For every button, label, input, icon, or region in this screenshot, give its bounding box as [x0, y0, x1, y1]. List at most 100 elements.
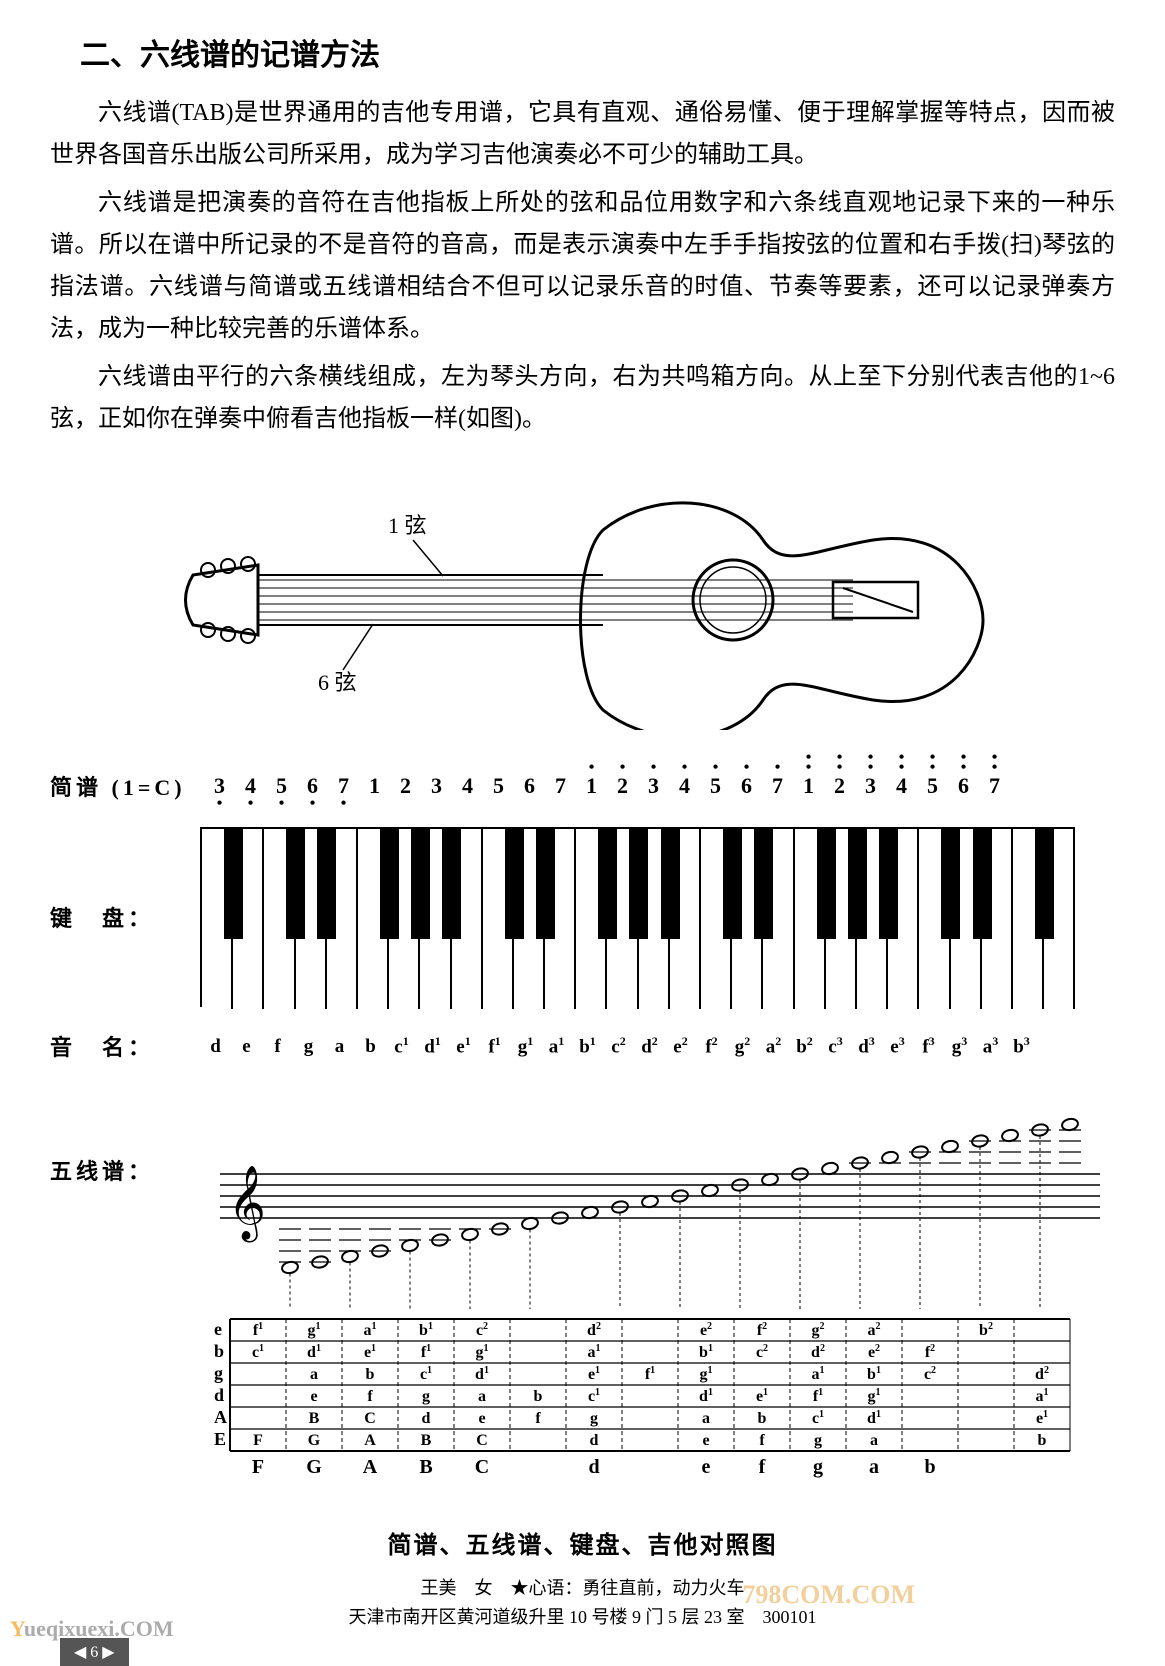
svg-text:g1: g1: [476, 1343, 489, 1361]
svg-text:d1: d1: [475, 1365, 489, 1383]
svg-text:f2: f2: [757, 1321, 767, 1339]
svg-text:b1: b1: [867, 1365, 881, 1383]
svg-text:e1: e1: [1036, 1409, 1048, 1427]
svg-text:e: e: [214, 1319, 222, 1339]
svg-text:c1: c1: [420, 1365, 432, 1383]
svg-text:A: A: [363, 1456, 378, 1478]
svg-text:g1: g1: [308, 1321, 321, 1339]
svg-text:f1: f1: [421, 1343, 431, 1361]
svg-text:c1: c1: [252, 1343, 264, 1361]
svg-text:g: g: [214, 1363, 223, 1383]
svg-text:b2: b2: [979, 1321, 993, 1339]
watermark-left: Yueqixuexi.COM: [10, 1616, 174, 1642]
svg-text:a: a: [869, 1456, 879, 1478]
keyboard-label: 键 盘：: [50, 901, 200, 933]
svg-text:f: f: [535, 1410, 541, 1427]
svg-text:G: G: [306, 1456, 322, 1478]
footer-line-1: 王美 女 ★心语：勇往直前，动力火车: [50, 1574, 1115, 1603]
svg-text:c2: c2: [924, 1365, 936, 1383]
section-heading: 二、六线谱的记谱方法: [80, 30, 1115, 74]
footer-credits: 王美 女 ★心语：勇往直前，动力火车 天津市南开区黄河道级升里 10 号楼 9 …: [50, 1574, 1115, 1632]
svg-text:a1: a1: [364, 1321, 377, 1339]
svg-text:B: B: [419, 1456, 432, 1478]
staff-notation: 𝄞: [200, 1094, 1100, 1319]
svg-text:a: a: [310, 1366, 318, 1383]
svg-text:e1: e1: [756, 1387, 768, 1405]
svg-text:e: e: [310, 1388, 317, 1405]
svg-text:c2: c2: [476, 1321, 488, 1339]
svg-text:d: d: [422, 1410, 431, 1427]
svg-text:E: E: [214, 1429, 226, 1449]
paragraph-2: 六线谱是把演奏的音符在吉他指板上所处的弦和品位用数字和六条线直观地记录下来的一种…: [50, 182, 1115, 350]
svg-text:f1: f1: [645, 1365, 655, 1383]
svg-text:c1: c1: [588, 1387, 600, 1405]
svg-text:e2: e2: [868, 1343, 880, 1361]
svg-text:a: a: [478, 1388, 486, 1405]
comparison-chart: 简谱 (1=C) 34567123456712345671234567 键 盘：…: [50, 770, 1115, 1499]
svg-text:b: b: [534, 1388, 543, 1405]
guitar-diagram: 1 弦 6 弦: [50, 470, 1115, 730]
svg-text:c1: c1: [812, 1409, 824, 1427]
chart-caption: 简谱、五线谱、键盘、吉他对照图: [50, 1525, 1115, 1560]
svg-text:e: e: [702, 1432, 709, 1449]
staff-label: 五线谱：: [50, 1094, 200, 1186]
svg-text:𝄞: 𝄞: [228, 1167, 266, 1243]
footer-line-2: 天津市南开区黄河道级升里 10 号楼 9 门 5 层 23 室 300101: [50, 1603, 1115, 1632]
svg-text:d2: d2: [811, 1343, 825, 1361]
svg-text:g2: g2: [812, 1321, 825, 1339]
watermark-right: 798COM.COM: [742, 1580, 915, 1610]
svg-text:b: b: [366, 1366, 375, 1383]
jianpu-label: 简谱 (1=C): [50, 770, 200, 802]
svg-text:a: a: [870, 1432, 878, 1449]
string-1-label: 1 弦: [388, 513, 427, 538]
svg-text:e2: e2: [700, 1321, 712, 1339]
svg-text:a1: a1: [812, 1365, 825, 1383]
svg-text:g: g: [813, 1456, 823, 1478]
svg-text:e: e: [702, 1456, 711, 1478]
svg-text:d1: d1: [699, 1387, 713, 1405]
svg-text:f1: f1: [253, 1321, 263, 1339]
svg-text:f: f: [759, 1432, 765, 1449]
svg-text:g: g: [814, 1432, 822, 1449]
svg-text:d1: d1: [867, 1409, 881, 1427]
svg-text:C: C: [475, 1456, 489, 1478]
svg-text:A: A: [214, 1407, 227, 1427]
svg-text:F: F: [253, 1432, 263, 1449]
svg-text:b: b: [758, 1410, 767, 1427]
svg-text:d: d: [588, 1456, 599, 1478]
svg-text:G: G: [308, 1432, 321, 1449]
paragraph-1: 六线谱(TAB)是世界通用的吉他专用谱，它具有直观、通俗易懂、便于理解掌握等特点…: [50, 92, 1115, 176]
svg-text:c2: c2: [756, 1343, 768, 1361]
piano-keyboard: [200, 827, 1075, 1007]
svg-text:a2: a2: [868, 1321, 881, 1339]
svg-text:C: C: [476, 1432, 488, 1449]
svg-text:b1: b1: [699, 1343, 713, 1361]
svg-text:B: B: [421, 1432, 432, 1449]
svg-text:g: g: [422, 1388, 430, 1405]
svg-text:d2: d2: [587, 1321, 601, 1339]
jianpu-numbers: 34567123456712345671234567: [204, 773, 1010, 799]
note-names: defgabc1d1e1f1g1a1b1c2d2e2f2g2a2b2c3d3e3…: [200, 1034, 1037, 1058]
guitar-tab-grid: ebgdAEFGABCdefgabf1g1a1b1c2d2e2f2g2a2b2c…: [50, 1304, 1115, 1499]
string-6-label: 6 弦: [318, 670, 357, 695]
svg-text:A: A: [364, 1432, 376, 1449]
svg-text:d2: d2: [1035, 1365, 1049, 1383]
svg-text:b1: b1: [419, 1321, 433, 1339]
svg-text:g: g: [590, 1410, 598, 1427]
svg-text:f: f: [759, 1456, 766, 1478]
svg-text:F: F: [252, 1456, 264, 1478]
svg-text:f1: f1: [813, 1387, 823, 1405]
svg-text:g1: g1: [700, 1365, 713, 1383]
svg-text:a1: a1: [588, 1343, 601, 1361]
svg-text:d1: d1: [307, 1343, 321, 1361]
svg-text:b: b: [924, 1456, 935, 1478]
svg-text:e: e: [478, 1410, 485, 1427]
svg-text:b: b: [214, 1341, 224, 1361]
svg-text:a1: a1: [1036, 1387, 1049, 1405]
svg-text:d: d: [590, 1432, 599, 1449]
svg-text:e1: e1: [364, 1343, 376, 1361]
svg-text:f2: f2: [925, 1343, 935, 1361]
notename-label: 音 名：: [50, 1030, 200, 1062]
svg-text:f: f: [367, 1388, 373, 1405]
svg-text:d: d: [214, 1385, 224, 1405]
